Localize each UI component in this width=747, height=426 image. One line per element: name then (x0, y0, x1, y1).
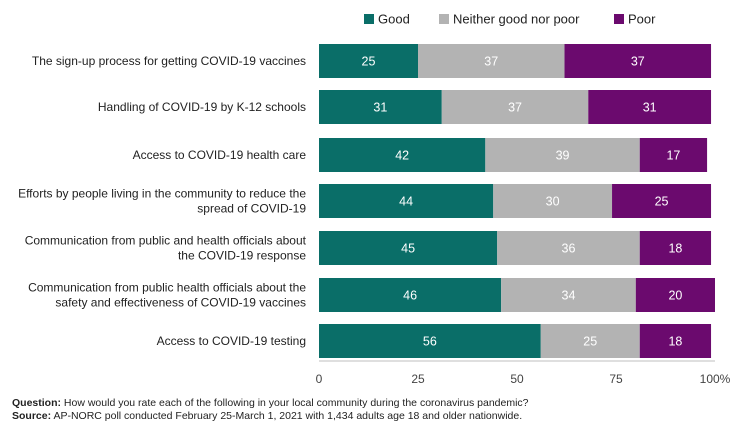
bar-segment (319, 138, 486, 172)
x-tick-label: 100% (700, 372, 731, 386)
legend-swatch (439, 14, 449, 24)
x-tick-label: 50 (510, 372, 524, 386)
data-label: 37 (484, 55, 498, 69)
x-tick-label: 25 (411, 372, 425, 386)
data-label: 31 (373, 101, 387, 115)
bar-segment (612, 184, 712, 218)
x-tick-label: 0 (316, 372, 323, 386)
data-label: 17 (666, 149, 680, 163)
data-label: 20 (668, 289, 682, 303)
data-label: 56 (423, 335, 437, 349)
bar-segment (319, 90, 442, 124)
data-label: 37 (508, 101, 522, 115)
category-label: Communication from public and health off… (25, 234, 307, 263)
data-label: 31 (643, 101, 657, 115)
category-label: Access to COVID-19 health care (133, 148, 307, 162)
data-label: 44 (399, 195, 413, 209)
category-label: Efforts by people living in the communit… (18, 187, 306, 216)
question-note: Question: How would you rate each of the… (12, 397, 529, 410)
source-note: Source: AP-NORC poll conducted February … (12, 410, 529, 423)
bar-segment (418, 44, 565, 78)
data-label: 36 (562, 242, 576, 256)
bar-segment (588, 90, 712, 124)
bar-segment (540, 324, 640, 358)
legend-swatch (364, 14, 374, 24)
category-label: Handling of COVID-19 by K-12 schools (98, 100, 306, 114)
data-label: 37 (631, 55, 645, 69)
legend-swatch (614, 14, 624, 24)
data-label: 39 (556, 149, 570, 163)
bar-segment (319, 44, 418, 78)
bar-segment (319, 324, 541, 358)
data-label: 30 (546, 195, 560, 209)
bar-segment (441, 90, 589, 124)
category-label: Access to COVID-19 testing (157, 334, 306, 348)
data-label: 42 (395, 149, 409, 163)
bar-segment (497, 231, 640, 265)
source-text: AP-NORC poll conducted February 25-March… (53, 410, 523, 422)
data-label: 45 (401, 242, 415, 256)
bar-segment (319, 231, 498, 265)
bar-segment (564, 44, 712, 78)
bar-segment (639, 231, 712, 265)
category-label: Communication from public health officia… (28, 281, 306, 310)
source-label: Source: (12, 410, 52, 422)
bar-segment (639, 324, 712, 358)
data-label: 25 (655, 195, 669, 209)
chart-footer: Question: How would you rate each of the… (12, 397, 529, 423)
bar-segment (319, 278, 502, 312)
x-tick-label: 75 (609, 372, 623, 386)
bar-segment (635, 278, 715, 312)
data-label: 25 (583, 335, 597, 349)
bar-segment (485, 138, 640, 172)
legend-label: Poor (628, 12, 656, 27)
data-label: 18 (668, 242, 682, 256)
category-label: The sign-up process for getting COVID-19… (32, 54, 306, 68)
legend-label: Neither good nor poor (453, 12, 580, 27)
data-label: 25 (362, 55, 376, 69)
question-text: How would you rate each of the following… (63, 397, 529, 409)
question-label: Question: (12, 397, 61, 409)
data-label: 34 (562, 289, 576, 303)
bar-segment (501, 278, 636, 312)
bar-segment (493, 184, 613, 218)
bar-segment (639, 138, 708, 172)
data-label: 46 (403, 289, 417, 303)
bar-segment (319, 184, 494, 218)
data-label: 18 (668, 335, 682, 349)
legend-label: Good (378, 12, 410, 27)
